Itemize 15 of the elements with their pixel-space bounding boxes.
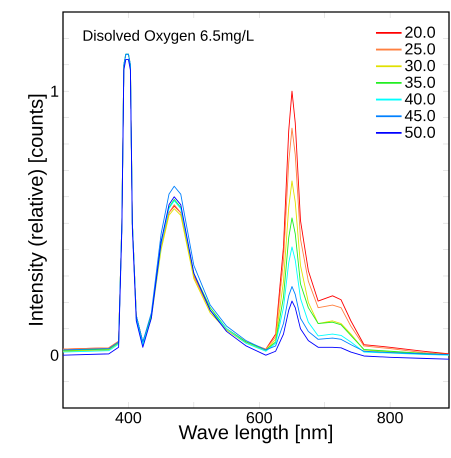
y-tick-label: 0: [50, 350, 58, 361]
x-tick-label: 400: [115, 412, 142, 424]
x-tick-label: 800: [377, 412, 403, 424]
legend-label: 50.0: [405, 126, 435, 138]
legend-label: 30.0: [405, 60, 435, 72]
legend-label: 20.0: [405, 26, 435, 38]
x-tick-label: 600: [246, 412, 272, 424]
y-tick-label: 1: [51, 86, 58, 97]
legend-label: 40.0: [404, 93, 435, 105]
annotation: Disolved Oxygen 6.5mg/L: [84, 30, 254, 44]
legend-label: 45.0: [404, 110, 435, 122]
y-axis-title: Intensity (relative) [counts]: [28, 94, 47, 325]
legend-label: 25.0: [405, 43, 435, 55]
x-axis-title: Wave length [nm]: [178, 424, 332, 444]
legend-label: 35.0: [405, 76, 435, 88]
